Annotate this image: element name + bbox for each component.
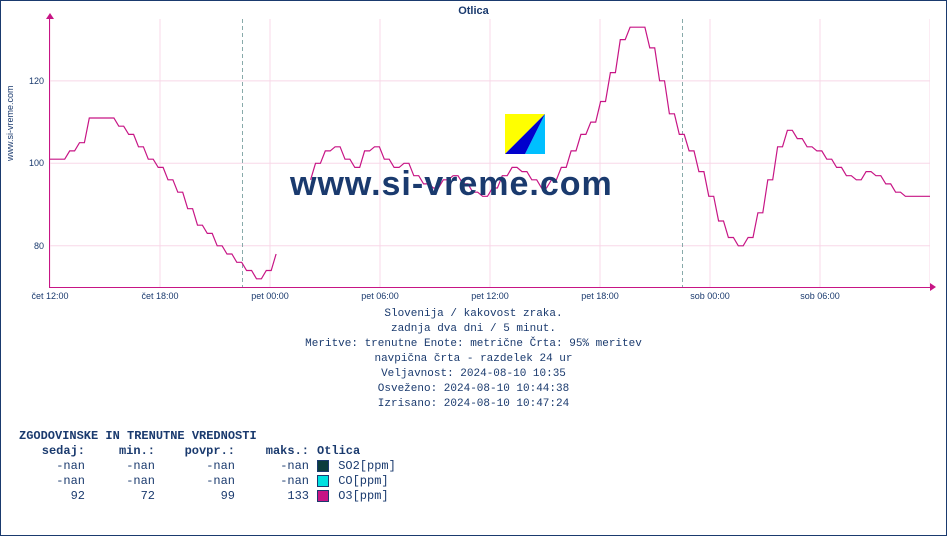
plot-area: www.si-vreme.com 80100120čet 12:00čet 18…: [49, 19, 930, 288]
x-tick-label: pet 00:00: [251, 291, 289, 301]
x-tick-label: čet 12:00: [31, 291, 68, 301]
table-row: 927299133 O3[ppm]: [19, 489, 461, 504]
side-source-label: www.si-vreme.com: [5, 85, 15, 161]
table-row: -nan-nan-nan-nan SO2[ppm]: [19, 459, 461, 474]
meta-line: Izrisano: 2024-08-10 10:47:24: [1, 397, 946, 412]
table-cell: -nan: [159, 459, 239, 474]
series-label-cell: CO[ppm]: [313, 474, 461, 489]
y-tick-label: 120: [29, 76, 44, 86]
x-tick-label: pet 18:00: [581, 291, 619, 301]
y-tick-label: 80: [34, 241, 44, 251]
x-tick-label: pet 06:00: [361, 291, 399, 301]
values-table-block: ZGODOVINSKE IN TRENUTNE VREDNOSTI sedaj:…: [19, 429, 461, 504]
meta-line: Osveženo: 2024-08-10 10:44:38: [1, 382, 946, 397]
chart-container: www.si-vreme.com Otlica www.si-vreme.com…: [0, 0, 947, 536]
table-cell: 133: [239, 489, 313, 504]
table-cell: -nan: [19, 459, 89, 474]
table-cell: 99: [159, 489, 239, 504]
plot-svg: [50, 19, 930, 287]
table-header: povpr.:: [159, 444, 239, 459]
table-header: maks.:: [239, 444, 313, 459]
table-header: sedaj:: [19, 444, 89, 459]
table-row: -nan-nan-nan-nan CO[ppm]: [19, 474, 461, 489]
meta-line: zadnja dva dni / 5 minut.: [1, 322, 946, 337]
table-header: Otlica: [313, 444, 461, 459]
x-axis-arrow-icon: [930, 283, 936, 291]
legend-swatch-icon: [317, 460, 329, 472]
y-tick-label: 100: [29, 158, 44, 168]
values-table: sedaj:min.:povpr.:maks.:Otlica-nan-nan-n…: [19, 444, 461, 504]
table-cell: 92: [19, 489, 89, 504]
watermark-logo-icon: [505, 114, 545, 159]
table-header: min.:: [89, 444, 159, 459]
table-cell: -nan: [89, 474, 159, 489]
meta-line: Meritve: trenutne Enote: metrične Črta: …: [1, 337, 946, 352]
table-cell: -nan: [159, 474, 239, 489]
legend-swatch-icon: [317, 475, 329, 487]
table-cell: -nan: [89, 459, 159, 474]
chart-title: Otlica: [1, 5, 946, 17]
meta-line: Veljavnost: 2024-08-10 10:35: [1, 367, 946, 382]
o3-series-line: [311, 27, 930, 246]
series-label-cell: O3[ppm]: [313, 489, 461, 504]
meta-line: Slovenija / kakovost zraka.: [1, 307, 946, 322]
table-cell: -nan: [239, 459, 313, 474]
values-table-title: ZGODOVINSKE IN TRENUTNE VREDNOSTI: [19, 429, 461, 444]
series-label-cell: SO2[ppm]: [313, 459, 461, 474]
x-tick-label: sob 00:00: [690, 291, 730, 301]
x-tick-label: pet 12:00: [471, 291, 509, 301]
x-tick-label: sob 06:00: [800, 291, 840, 301]
metadata-block: Slovenija / kakovost zraka.zadnja dva dn…: [1, 307, 946, 412]
watermark-text: www.si-vreme.com: [290, 165, 613, 204]
table-cell: 72: [89, 489, 159, 504]
legend-swatch-icon: [317, 490, 329, 502]
x-tick-label: čet 18:00: [141, 291, 178, 301]
table-cell: -nan: [239, 474, 313, 489]
meta-line: navpična črta - razdelek 24 ur: [1, 352, 946, 367]
o3-series-line: [50, 118, 276, 279]
table-cell: -nan: [19, 474, 89, 489]
